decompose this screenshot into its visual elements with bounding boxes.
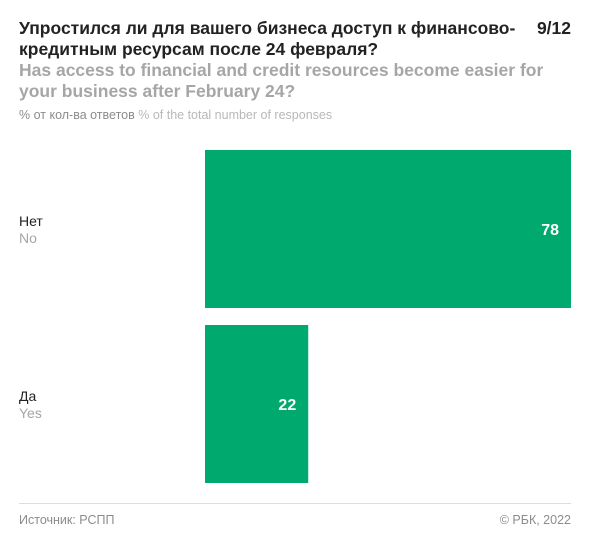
category-label-yes-ru: Да bbox=[19, 388, 37, 404]
unit-caption-ru: % от кол-ва ответов bbox=[19, 108, 135, 122]
unit-caption-en: % of the total number of responses bbox=[138, 108, 333, 122]
category-label-no-ru: Нет bbox=[19, 213, 43, 229]
source-note: Источник: РСПП bbox=[19, 513, 115, 527]
category-label-yes: Да Yes bbox=[19, 388, 42, 422]
chart-title-en: Has access to financial and credit resou… bbox=[19, 60, 544, 101]
bar-no bbox=[205, 150, 571, 308]
page-counter: 9/12 bbox=[536, 18, 571, 38]
unit-caption: % от кол-ва ответов % of the total numbe… bbox=[19, 108, 332, 123]
chart-title-ru: Упростился ли для вашего бизнеса доступ … bbox=[19, 18, 516, 59]
category-label-no: Нет No bbox=[19, 213, 43, 247]
bar-yes bbox=[205, 325, 309, 483]
category-label-no-en: No bbox=[19, 230, 37, 246]
bar-value-label: 78 bbox=[541, 222, 559, 239]
footer-divider bbox=[19, 503, 571, 504]
category-label-yes-en: Yes bbox=[19, 405, 42, 421]
bar-value-label: 22 bbox=[278, 397, 296, 414]
copyright-note: © РБК, 2022 bbox=[499, 513, 571, 527]
